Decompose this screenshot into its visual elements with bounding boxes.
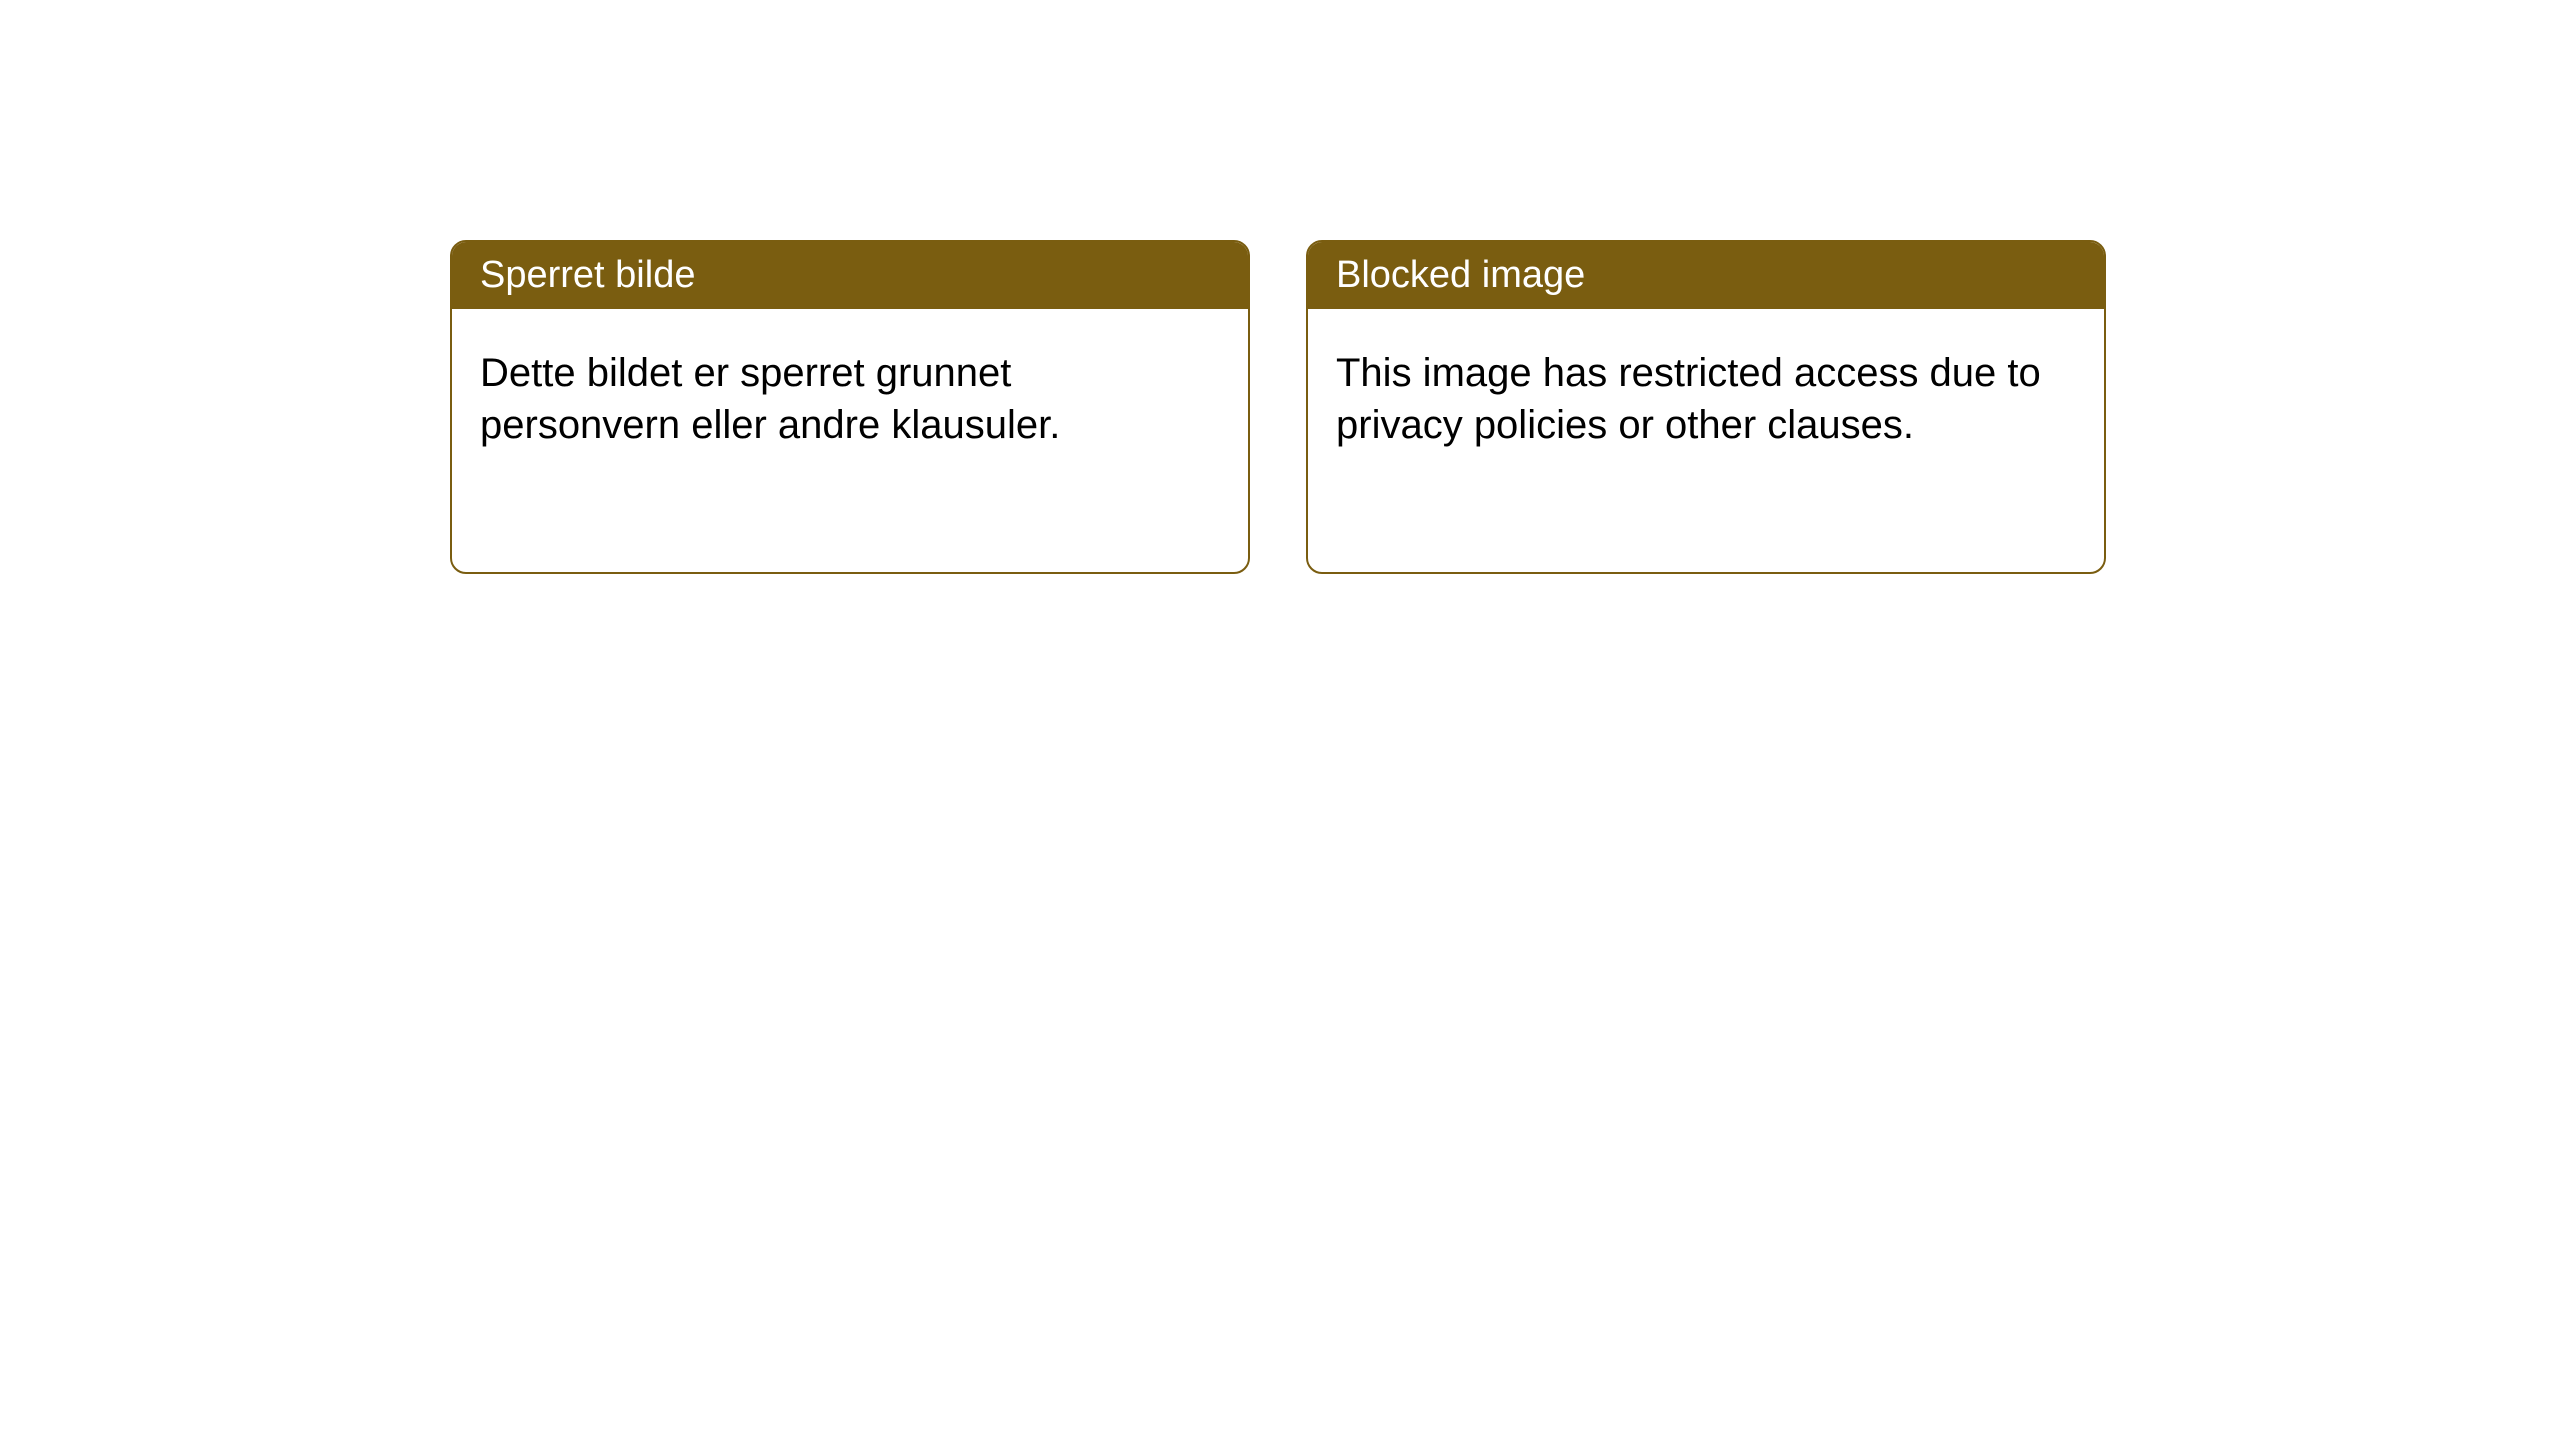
notice-box-english: Blocked image This image has restricted … (1306, 240, 2106, 574)
notice-container: Sperret bilde Dette bildet er sperret gr… (0, 0, 2560, 574)
notice-header: Blocked image (1308, 242, 2104, 309)
notice-body: This image has restricted access due to … (1308, 309, 2104, 489)
notice-header: Sperret bilde (452, 242, 1248, 309)
notice-body: Dette bildet er sperret grunnet personve… (452, 309, 1248, 489)
notice-box-norwegian: Sperret bilde Dette bildet er sperret gr… (450, 240, 1250, 574)
